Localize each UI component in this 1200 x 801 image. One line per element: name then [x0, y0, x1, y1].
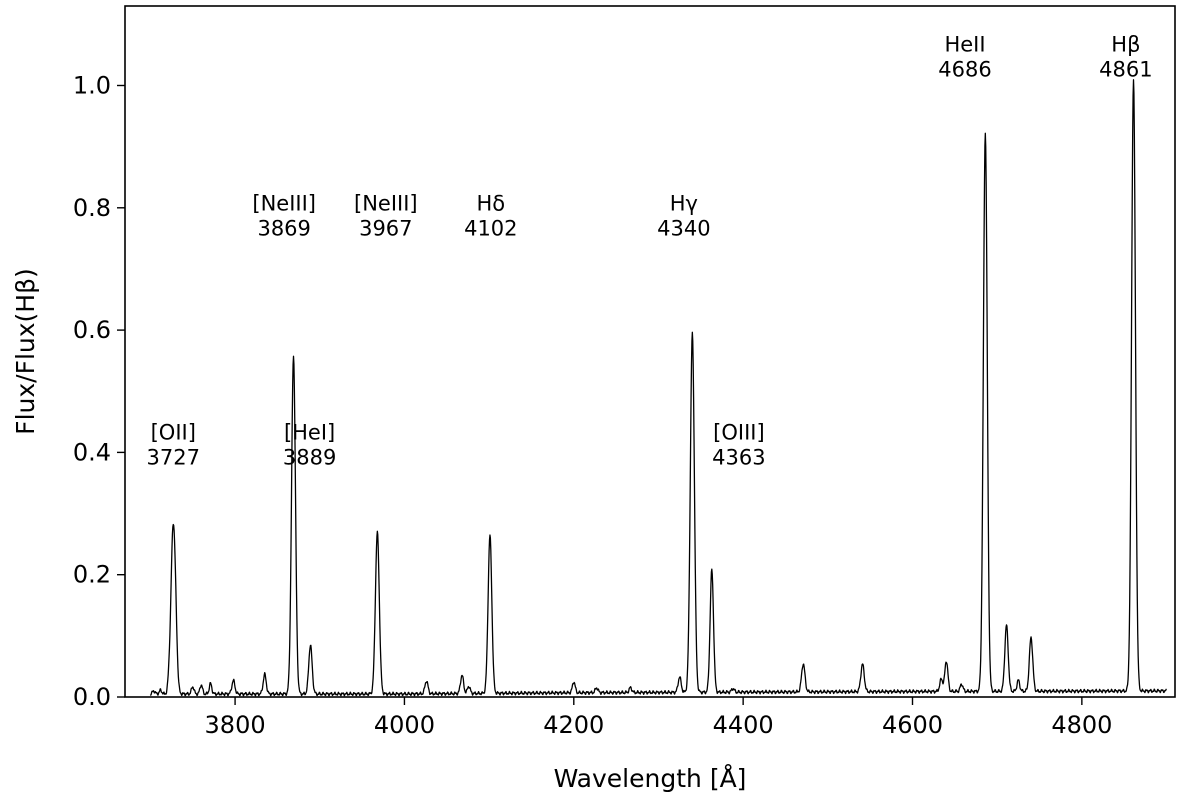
y-tick-label: 0.0	[73, 683, 111, 711]
plot-frame	[124, 5, 1176, 698]
y-tick-label: 0.4	[73, 438, 111, 466]
x-tick-label: 4000	[374, 711, 435, 739]
x-tick-label: 4600	[882, 711, 943, 739]
annotation-hei: [HeI]3889	[283, 421, 336, 470]
annotation-species: Hγ	[670, 191, 698, 215]
annotation-species: Hδ	[476, 191, 505, 215]
y-tick-label: 0.8	[73, 194, 111, 222]
annotation-species: HeII	[944, 32, 985, 56]
x-tick-label: 4200	[543, 711, 604, 739]
annotation-species: Hβ	[1111, 32, 1140, 56]
annotation-wavelength: 4861	[1099, 57, 1152, 81]
annotation-species: [OII]	[151, 421, 196, 445]
x-tick-label: 3800	[205, 711, 266, 739]
plot-area	[149, 79, 1167, 697]
y-tick-label: 1.0	[73, 71, 111, 99]
annotation-wavelength: 4340	[657, 216, 710, 240]
annotation-wavelength: 3889	[283, 446, 336, 470]
annotation-wavelength: 4102	[464, 216, 517, 240]
annotation-species: [NeIII]	[354, 191, 418, 215]
annotation-neiii-3967: [NeIII]3967	[354, 191, 418, 240]
annotation-oii: [OII]3727	[147, 421, 200, 470]
x-axis-label: Wavelength [Å]	[554, 764, 747, 793]
annotation-neiii-3869: [NeIII]3869	[252, 191, 316, 240]
y-axis-label: Flux/Flux(Hβ)	[11, 268, 40, 435]
annotation-wavelength: 4363	[712, 446, 765, 470]
y-tick-label: 0.2	[73, 561, 111, 589]
x-tick-label: 4800	[1051, 711, 1112, 739]
annotation-wavelength: 3727	[147, 446, 200, 470]
annotation-wavelength: 3967	[359, 216, 412, 240]
y-tick-label: 0.6	[73, 316, 111, 344]
annotation-species: [OIII]	[713, 421, 765, 445]
x-tick-label: 4400	[713, 711, 774, 739]
annotation-oiii: [OIII]4363	[712, 421, 765, 470]
annotation-species: [HeI]	[284, 421, 335, 445]
axes: 3800 4000 4200 4400 4600 4800 0.0 0.2 0.4 0.6 0.8 1…	[73, 71, 1113, 739]
annotation-wavelength: 3869	[257, 216, 310, 240]
line-annotations: [OII]3727[NeIII]3869[HeI]3889[NeIII]3967…	[147, 32, 1153, 469]
spectrum-line	[149, 79, 1167, 697]
annotation-species: [NeIII]	[252, 191, 316, 215]
annotation-wavelength: 4686	[938, 57, 991, 81]
